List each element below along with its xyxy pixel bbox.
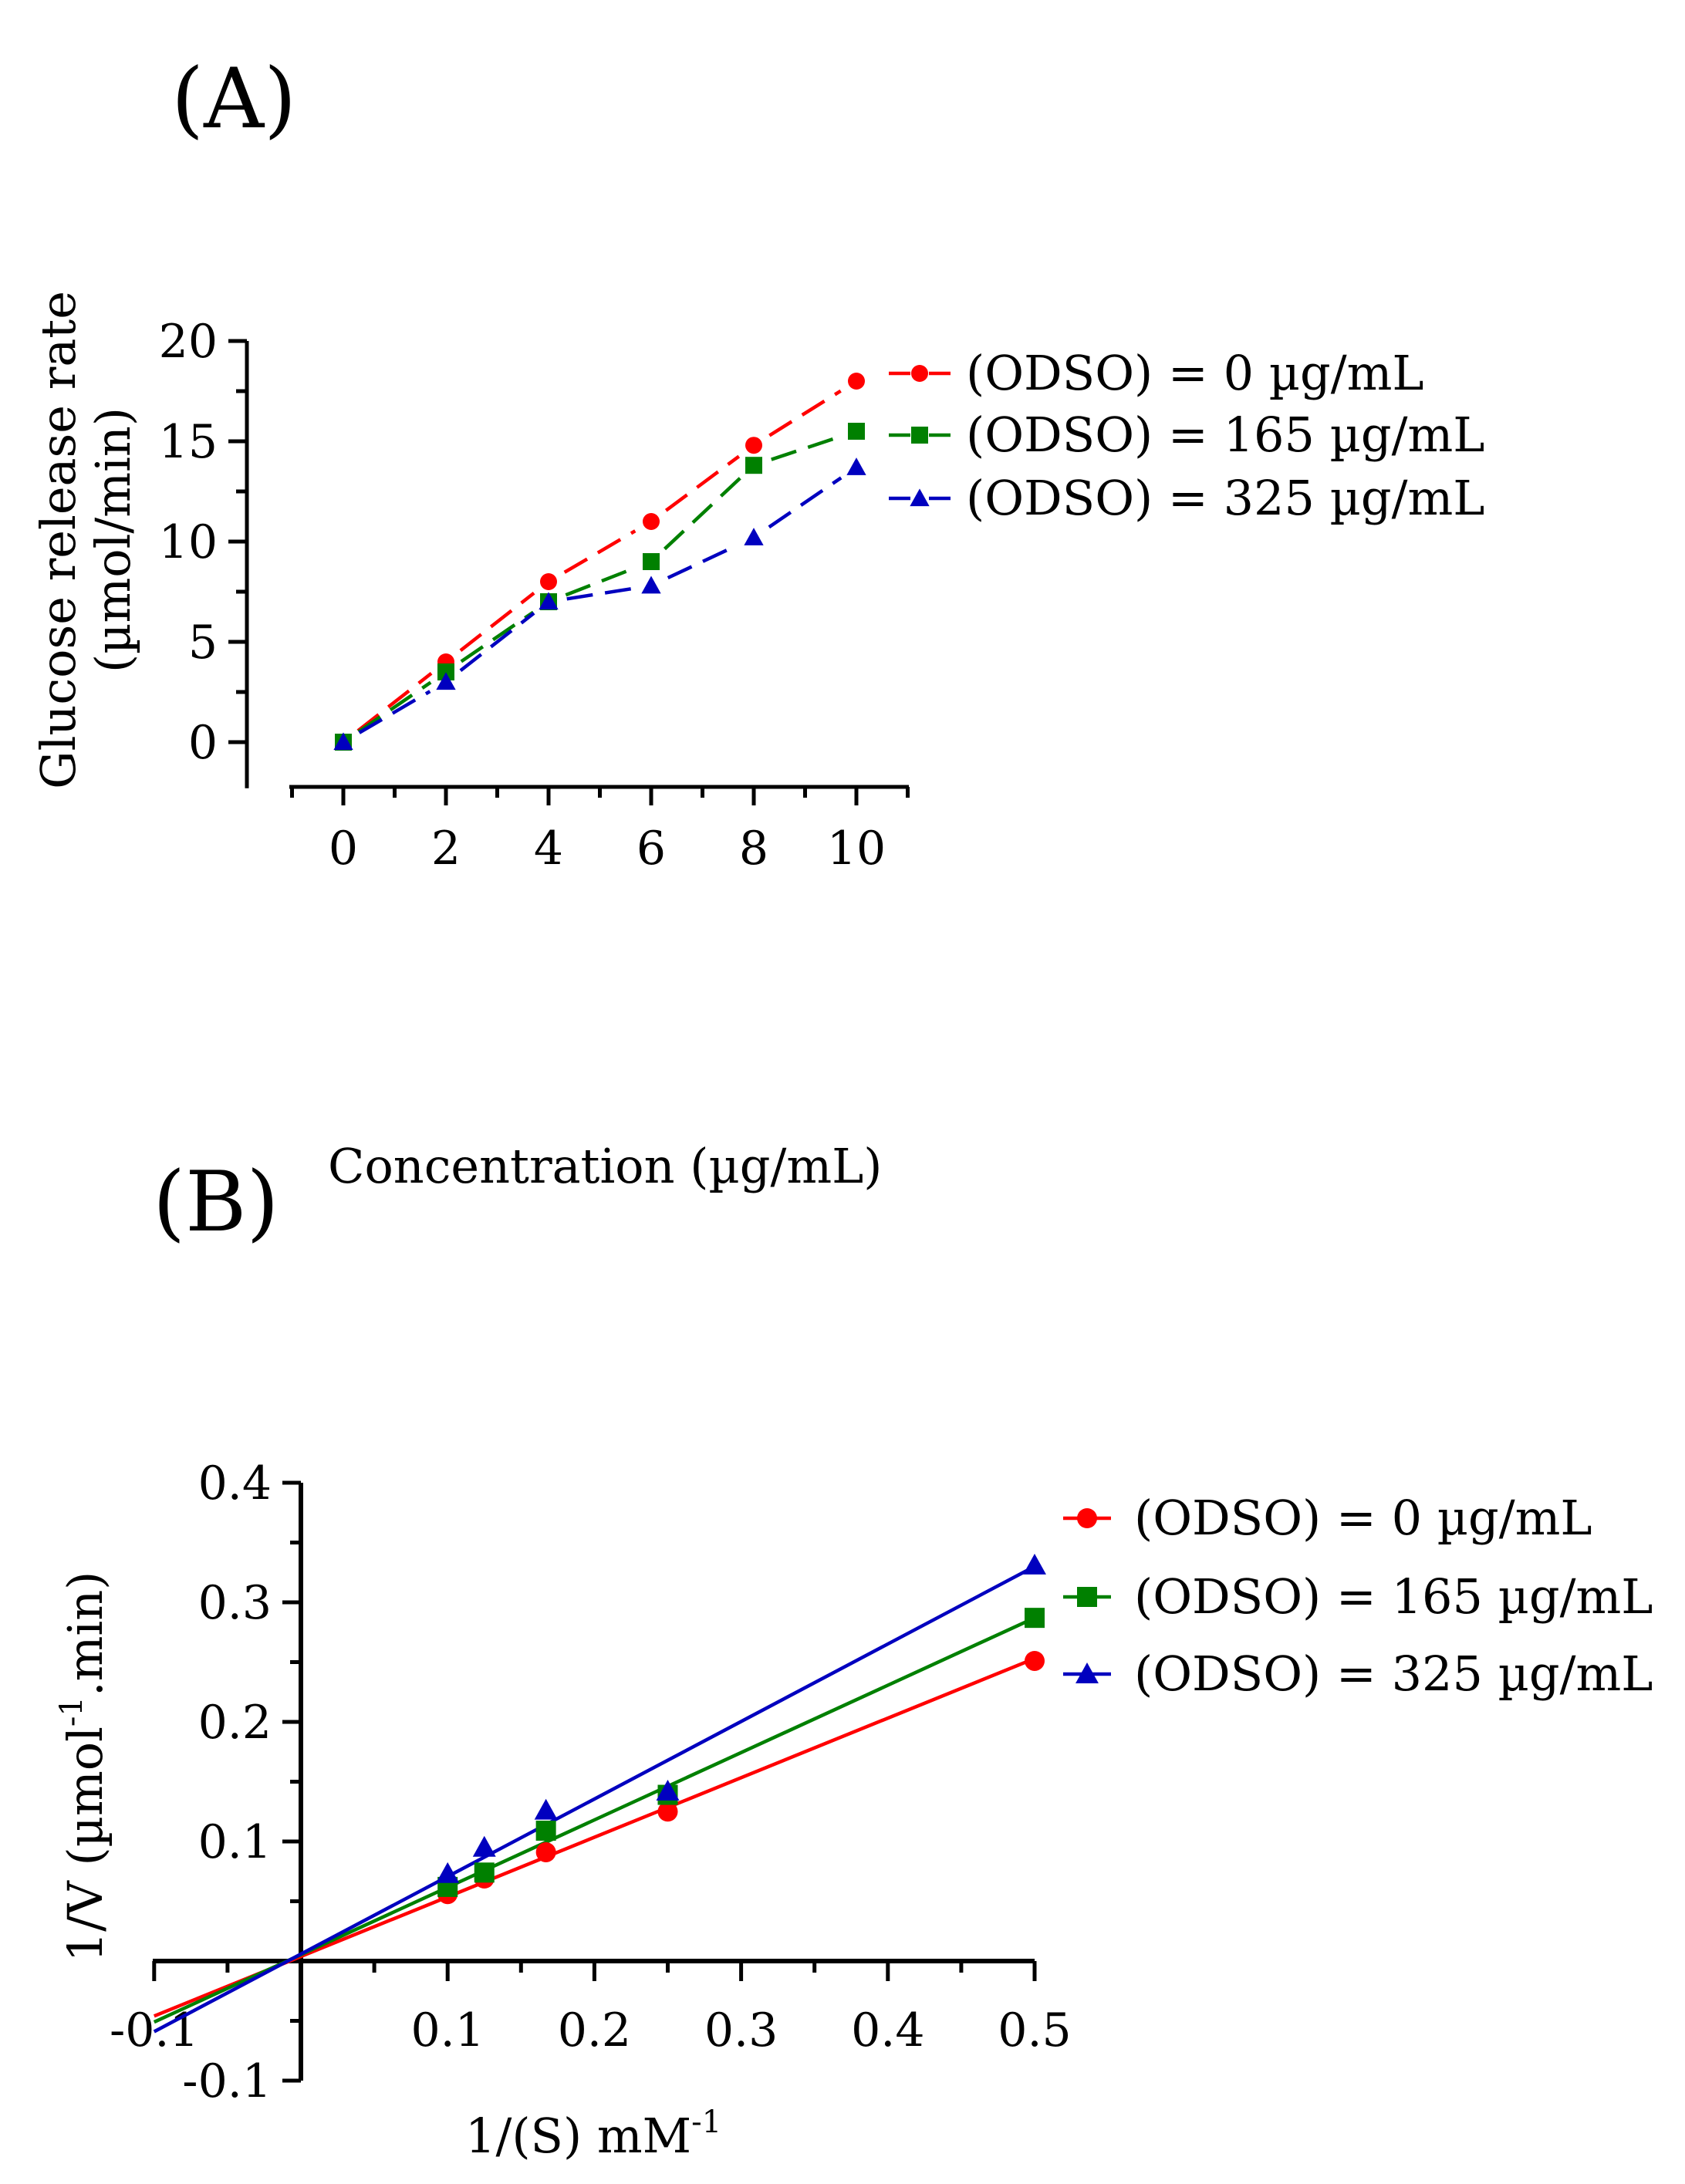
chart-a-y-tick-label: 10 <box>159 515 218 569</box>
chart-b-fit-line-2 <box>153 1565 1036 2034</box>
chart-b-x-tick-label: 0.4 <box>851 2003 924 2057</box>
chart-a-series <box>333 373 866 751</box>
chart-b-point-0 <box>1025 1650 1045 1671</box>
chart-b-axes: -0.10.10.20.30.4-0.1 0.1 0.2 0.3 0.4 0.5 <box>110 1457 1072 2108</box>
chart-a-series-line-1 <box>357 680 432 734</box>
chart-a-point-0 <box>848 373 865 390</box>
chart-a-point-0 <box>540 573 557 590</box>
panel-label-b: (B) <box>153 1154 279 1251</box>
chart-b-legend-marker-1 <box>1077 1587 1097 1607</box>
chart-b: -0.10.10.20.30.4-0.1 0.1 0.2 0.3 0.4 0.5 (ODS… <box>54 1457 1653 2164</box>
chart-b-point-1 <box>474 1862 495 1883</box>
chart-b-xlabel: 1/(S) mM-1 <box>465 2105 721 2164</box>
chart-a-y-tick-label: 20 <box>159 315 218 369</box>
chart-b-point-0 <box>535 1841 556 1862</box>
chart-a-point-1 <box>643 553 660 570</box>
chart-a-point-2 <box>744 528 764 545</box>
chart-b-point-2 <box>1023 1554 1046 1575</box>
chart-b-point-2 <box>656 1779 680 1801</box>
chart-a-series-line-2 <box>459 612 535 672</box>
chart-b-y-tick-label: 0.3 <box>198 1576 272 1630</box>
chart-a-series-line-0 <box>563 529 637 574</box>
chart-b-ylabel-main: 1/V (µmol <box>57 1727 113 1962</box>
chart-a-series-line-2 <box>358 690 431 734</box>
chart-b-point-2 <box>436 1862 460 1883</box>
chart-a-ylabel-line2: (µmol/min) <box>85 407 141 673</box>
chart-a-y-tick-label: 5 <box>188 616 218 670</box>
chart-a-legend: (ODSO) = 0 µg/mL (ODSO) = 165 µg/mL (ODSO)… <box>889 345 1484 526</box>
chart-b-legend-marker-0 <box>1077 1508 1097 1528</box>
chart-a-point-2 <box>333 732 353 751</box>
chart-a-point-2 <box>641 576 661 594</box>
chart-b-x-tick-label: 0.2 <box>558 2003 631 2057</box>
chart-b-series <box>153 1554 1046 2034</box>
chart-a-legend-marker-0 <box>911 365 928 382</box>
chart-b-point-2 <box>472 1835 496 1857</box>
chart-a-series-line-2 <box>566 586 633 601</box>
chart-b-y-tick-label: 0.1 <box>198 1815 272 1869</box>
chart-b-legend-label-2: (ODSO) = 325 µg/mL <box>1134 1646 1653 1702</box>
chart-b-legend-label-1: (ODSO) = 165 µg/mL <box>1134 1568 1653 1625</box>
chart-b-y-tick-label: 0.2 <box>198 1696 272 1750</box>
chart-b-x-tick-label: 0.5 <box>998 2003 1071 2057</box>
chart-b-point-2 <box>534 1798 558 1820</box>
chart-a-series-line-0 <box>664 454 741 512</box>
chart-b-legend: (ODSO) = 0 µg/mL (ODSO) = 165 µg/mL (ODSO)… <box>1063 1490 1653 1702</box>
chart-a-series-line-2 <box>667 543 738 580</box>
chart-a-series-line-1 <box>771 435 839 461</box>
chart-a-legend-label-2: (ODSO) = 325 µg/mL <box>966 470 1484 526</box>
panel-label-a: (A) <box>171 51 296 147</box>
chart-b-ylabel-tail: .min) <box>57 1571 113 1696</box>
chart-a-point-2 <box>846 457 866 475</box>
chart-a-x-tick-label: 2 <box>431 822 461 876</box>
chart-a-x-tick-label: 6 <box>637 822 666 876</box>
chart-a-xlabel: Concentration (µg/mL) <box>328 1138 882 1194</box>
chart-a-series-line-0 <box>459 592 535 652</box>
chart-a-legend-marker-2 <box>910 488 930 507</box>
chart-a-legend-marker-1 <box>911 427 928 444</box>
chart-a-legend-label-0: (ODSO) = 0 µg/mL <box>966 345 1424 401</box>
chart-b-legend-label-0: (ODSO) = 0 µg/mL <box>1134 1490 1592 1546</box>
chart-a-y-tick-label: 0 <box>188 716 218 770</box>
chart-a-y-tick-label: 15 <box>159 415 218 469</box>
chart-a-x-tick-label: 8 <box>739 822 768 876</box>
chart-b-ylabel-sup: -1 <box>54 1696 89 1727</box>
chart-a-series-line-1 <box>460 610 535 663</box>
chart-b-point-1 <box>535 1821 556 1841</box>
chart-b-legend-marker-2 <box>1075 1662 1099 1683</box>
chart-b-xlabel-main: 1/(S) mM <box>465 2108 691 2164</box>
chart-b-x-tick-label: 0.1 <box>410 2003 484 2057</box>
chart-b-ylabel: 1/V (µmol-1.min) <box>54 1571 113 1963</box>
chart-b-y-tick-label: 0.4 <box>198 1457 272 1511</box>
chart-a-point-1 <box>848 423 865 440</box>
chart-b-xlabel-sup: -1 <box>691 2105 721 2140</box>
chart-a-x-tick-label: 10 <box>827 822 886 876</box>
chart-a-x-tick-label: 4 <box>534 822 563 876</box>
chart-a-point-1 <box>437 663 454 680</box>
chart-a-point-2 <box>539 592 559 610</box>
chart-a-series-line-2 <box>768 476 842 529</box>
chart-a-ylabel-line1: Glucose release rate <box>30 291 86 789</box>
chart-a-point-0 <box>643 513 660 530</box>
chart-a-axes: 0 5 10 15 20 0 2 4 6 8 10 <box>159 315 910 876</box>
chart-a-point-1 <box>745 457 762 474</box>
chart-a-legend-label-1: (ODSO) = 165 µg/mL <box>966 407 1484 463</box>
chart-b-x-tick-label: 0.3 <box>704 2003 778 2057</box>
chart-a-series-line-0 <box>356 672 433 732</box>
chart-a-point-2 <box>436 672 456 690</box>
chart-a-series-line-0 <box>768 389 842 437</box>
chart-a-point-0 <box>745 437 762 454</box>
chart-a-series-line-1 <box>565 566 635 597</box>
chart-a-x-tick-label: 0 <box>329 822 358 876</box>
chart-b-y-tick-label: -0.1 <box>182 2054 272 2108</box>
chart-a-series-line-1 <box>663 476 742 551</box>
chart-b-point-0 <box>657 1801 678 1822</box>
chart-b-point-1 <box>1025 1608 1045 1629</box>
